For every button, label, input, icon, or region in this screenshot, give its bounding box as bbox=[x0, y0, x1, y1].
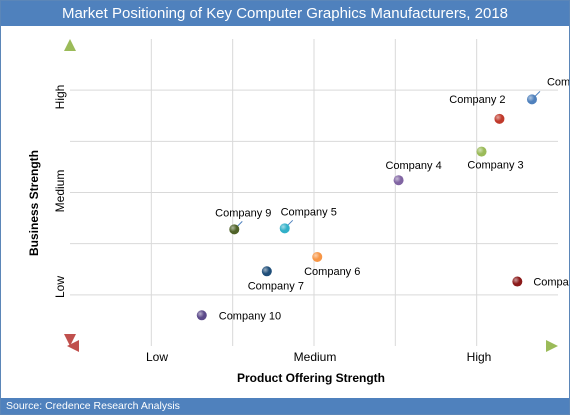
label-company-6: Company 6 bbox=[304, 266, 360, 278]
point-highlight bbox=[494, 113, 505, 124]
x-tick-medium: Medium bbox=[294, 350, 337, 364]
label-leader-line bbox=[287, 219, 294, 226]
point-highlight bbox=[526, 94, 537, 105]
y-tick-low: Low bbox=[53, 276, 67, 298]
x-axis-title: Product Offering Strength bbox=[237, 371, 385, 385]
y-axis-arrow bbox=[64, 39, 76, 346]
gridlines bbox=[70, 39, 558, 346]
y-tick-high: High bbox=[53, 85, 67, 110]
y-axis-title: Business Strength bbox=[27, 150, 41, 256]
scatter-plot: Low Medium High Low Medium High Product … bbox=[27, 39, 569, 385]
x-tick-high: High bbox=[467, 350, 492, 364]
data-points: Company 1 Company 2 Company 3 Company 4 Comp… bbox=[196, 76, 569, 322]
label-leader-line bbox=[534, 91, 541, 97]
x-axis-arrow bbox=[67, 340, 558, 352]
source-note: Source: Credence Research Analysis bbox=[1, 398, 569, 414]
point-highlight bbox=[476, 146, 487, 157]
point-highlight bbox=[279, 223, 290, 234]
y-tick-medium: Medium bbox=[53, 170, 67, 213]
point-highlight bbox=[393, 175, 404, 186]
label-company-1: Company 1 bbox=[547, 76, 569, 88]
chart-title: Market Positioning of Key Computer Graph… bbox=[1, 1, 569, 26]
point-highlight bbox=[512, 276, 523, 287]
label-company-2: Company 2 bbox=[449, 94, 505, 106]
point-highlight bbox=[312, 251, 323, 262]
label-company-10: Company 10 bbox=[219, 310, 281, 322]
label-company-7: Company 7 bbox=[248, 280, 304, 292]
x-tick-low: Low bbox=[146, 350, 168, 364]
label-leader-line bbox=[236, 220, 243, 227]
label-company-9: Company 9 bbox=[215, 207, 271, 219]
point-highlight bbox=[261, 266, 272, 277]
label-company-5: Company 5 bbox=[281, 206, 337, 218]
point-highlight bbox=[196, 310, 207, 321]
label-company-8: Company 8 bbox=[533, 277, 569, 289]
point-highlight bbox=[229, 224, 240, 235]
label-company-4: Company 4 bbox=[385, 160, 441, 172]
label-company-3: Company 3 bbox=[467, 160, 523, 172]
